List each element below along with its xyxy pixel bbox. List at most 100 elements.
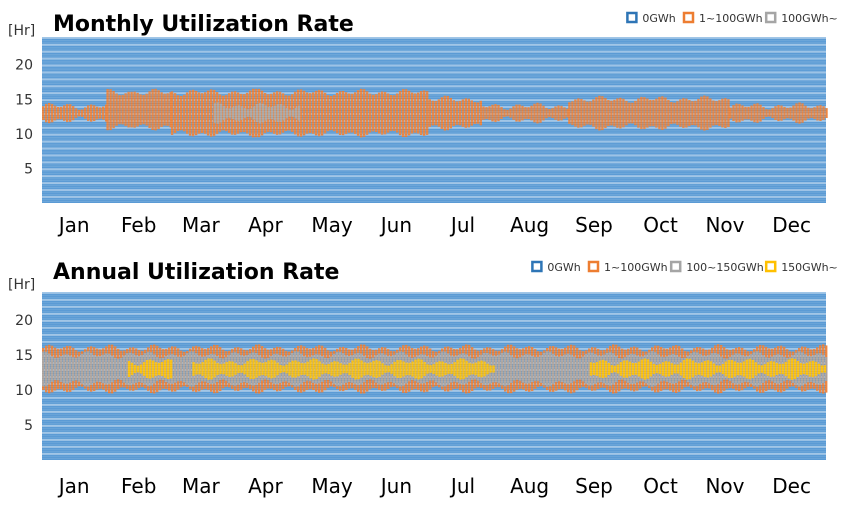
heat-band-cell	[765, 357, 768, 381]
heat-band-cell	[142, 94, 145, 125]
heat-band-cell	[437, 99, 440, 127]
heat-band-cell	[723, 358, 726, 380]
heat-band-cell	[112, 91, 115, 129]
heat-band-cell	[697, 363, 701, 375]
background-stripe	[42, 175, 826, 178]
heat-band-cell	[643, 358, 647, 380]
heat-band-cell	[246, 361, 249, 377]
heat-band-cell	[637, 361, 641, 377]
heat-band-cell	[673, 364, 677, 374]
heat-band-cell	[615, 355, 618, 383]
heat-band-cell	[191, 89, 195, 137]
y-tick-label: 10	[15, 127, 33, 143]
heat-band-cell	[329, 96, 333, 131]
heat-band-cell	[461, 99, 464, 127]
heat-band-cell	[456, 359, 459, 379]
heat-band-cell	[234, 105, 238, 121]
y-tick-label: 20	[15, 313, 33, 329]
heat-band-cell	[669, 354, 672, 384]
heat-band-cell	[351, 360, 354, 378]
heat-band-cell	[789, 107, 792, 119]
heat-band-cell	[531, 355, 534, 383]
heat-band-cell	[685, 98, 688, 128]
heat-band-cell	[664, 97, 667, 129]
heat-band-cell	[542, 105, 545, 121]
heat-band-cell	[501, 352, 504, 386]
monthly-legend: 0GWh 1~100GWh 100GWh~	[626, 11, 838, 25]
legend-swatch	[587, 260, 600, 273]
background-stripe	[42, 390, 826, 392]
heat-band-cell	[389, 95, 393, 132]
x-tick-label: May	[311, 474, 353, 498]
heat-band-cell	[84, 351, 87, 387]
heat-band-cell	[148, 359, 152, 379]
heat-band-cell	[282, 365, 285, 373]
heat-band-cell	[258, 362, 261, 376]
heat-band-cell	[577, 98, 580, 128]
heat-band-cell	[60, 106, 63, 120]
heat-band-cell	[786, 107, 789, 119]
monthly-y-axis-label: [Hr]	[8, 23, 35, 39]
heat-band-cell	[106, 89, 109, 131]
heat-band-cell	[273, 105, 277, 121]
annual-x-tick-labels: Jan Feb Mar Apr May Jun Jul Aug Sep Oct Nov Dec	[57, 474, 811, 498]
heat-band-cell	[658, 96, 661, 130]
heat-band-cell	[673, 102, 676, 124]
background-stripe	[42, 78, 826, 81]
heat-band-cell	[363, 362, 366, 376]
heat-band-cell	[320, 90, 324, 136]
heat-band-cell	[570, 354, 573, 384]
background-stripe	[42, 189, 826, 191]
heat-band-cell	[548, 109, 551, 118]
heat-band-cell	[57, 357, 60, 381]
heat-band-cell	[708, 354, 711, 384]
heat-band-cell	[585, 354, 588, 384]
heat-band-cell	[240, 106, 244, 120]
heat-band-cell	[180, 357, 183, 381]
heat-band-cell	[222, 363, 225, 375]
background-stripe	[42, 299, 826, 301]
heat-band-cell	[711, 353, 714, 385]
heat-band-cell	[727, 99, 730, 127]
heat-band-cell	[81, 109, 84, 117]
heat-band-cell	[655, 98, 658, 128]
heat-band-cell	[724, 361, 728, 377]
heat-band-cell	[96, 356, 99, 382]
heat-band-cell	[709, 361, 713, 377]
background-stripe	[42, 432, 826, 434]
heat-band-cell	[321, 363, 324, 375]
heat-band-cell	[751, 359, 755, 379]
heat-band-cell	[729, 107, 732, 119]
heat-band-cell	[294, 360, 297, 378]
heat-band-cell	[703, 361, 707, 377]
heat-band-cell	[425, 91, 429, 135]
heat-band-cell	[102, 354, 105, 384]
heat-band-cell	[643, 97, 646, 130]
background-stripe	[42, 341, 826, 343]
heat-band-cell	[607, 363, 611, 375]
heat-band-cell	[688, 100, 691, 127]
heat-band-cell	[124, 93, 127, 126]
heat-band-cell	[237, 105, 241, 121]
heat-band-cell	[54, 357, 57, 381]
heat-band-cell	[204, 359, 207, 379]
heat-band-cell	[560, 105, 563, 121]
heat-band-cell	[308, 93, 312, 133]
heat-band-cell	[432, 364, 435, 374]
heat-band-cell	[646, 98, 649, 128]
background-stripe	[42, 57, 826, 60]
heat-band-cell	[762, 355, 765, 383]
heat-band-cell	[393, 361, 396, 377]
heat-band-cell	[372, 360, 375, 378]
heat-band-cell	[747, 355, 750, 383]
heat-band-cell	[488, 106, 491, 120]
heat-band-cell	[261, 362, 264, 376]
heat-band-cell	[718, 100, 721, 126]
heat-band-cell	[350, 93, 354, 133]
heat-band-cell	[173, 93, 177, 134]
heat-band-cell	[186, 353, 189, 385]
heat-band-cell	[105, 104, 108, 122]
heat-band-cell	[51, 356, 54, 382]
background-stripe	[42, 71, 826, 74]
annual-utilization-chart: Annual Utilization Rate [Hr] 5 10 15 20 Jan…	[8, 260, 838, 498]
